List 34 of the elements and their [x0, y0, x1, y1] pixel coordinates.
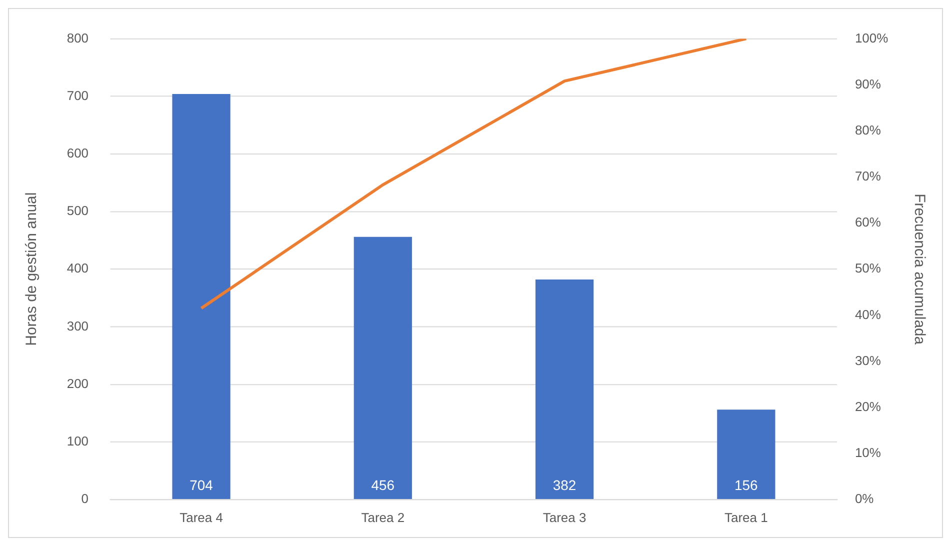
- x-tick-label: Tarea 2: [361, 510, 405, 525]
- y2-tick-label: 100%: [854, 30, 889, 46]
- y2-tick-label: 80%: [854, 122, 882, 138]
- bar: [717, 410, 776, 500]
- y2-axis-title: Frecuencia acumulada: [910, 194, 928, 346]
- data-label: 156: [734, 476, 758, 493]
- y-tick-label: 0: [81, 491, 89, 506]
- bar: [535, 279, 594, 500]
- y-tick-label: 500: [66, 203, 89, 218]
- x-tick-label: Tarea 1: [724, 510, 768, 525]
- y2-tick-label: 40%: [854, 306, 882, 322]
- y-tick-label: 700: [66, 88, 89, 103]
- data-label: 704: [190, 476, 214, 493]
- y-tick-label: 800: [66, 30, 89, 46]
- y2-tick-label: 60%: [854, 214, 882, 230]
- y-tick-label: 300: [66, 318, 89, 334]
- bar: [354, 236, 412, 500]
- y2-tick-label: 10%: [854, 445, 882, 460]
- y-tick-label: 400: [66, 260, 89, 276]
- y2-tick-label: 30%: [854, 352, 882, 368]
- x-tick-label: Tarea 4: [180, 510, 223, 525]
- y-tick-label: 600: [66, 145, 89, 160]
- y2-tick-label: 20%: [854, 398, 882, 414]
- y-tick-label: 200: [66, 376, 89, 391]
- data-label: 382: [552, 476, 576, 493]
- bar: [172, 94, 230, 500]
- y-axis-title: Horas de gestión anual: [23, 192, 40, 346]
- y-tick-label: 100: [66, 434, 89, 448]
- y2-tick-label: 70%: [854, 168, 882, 184]
- data-label: 456: [371, 476, 395, 493]
- y2-tick-label: 50%: [854, 260, 882, 276]
- y2-tick-label: 0%: [854, 491, 874, 506]
- y2-tick-label: 90%: [854, 76, 882, 92]
- x-tick-label: Tarea 3: [542, 510, 586, 525]
